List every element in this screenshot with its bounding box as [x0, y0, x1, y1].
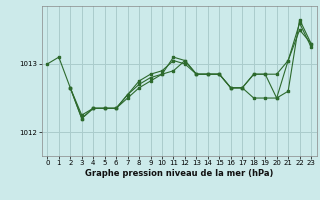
X-axis label: Graphe pression niveau de la mer (hPa): Graphe pression niveau de la mer (hPa) [85, 169, 273, 178]
